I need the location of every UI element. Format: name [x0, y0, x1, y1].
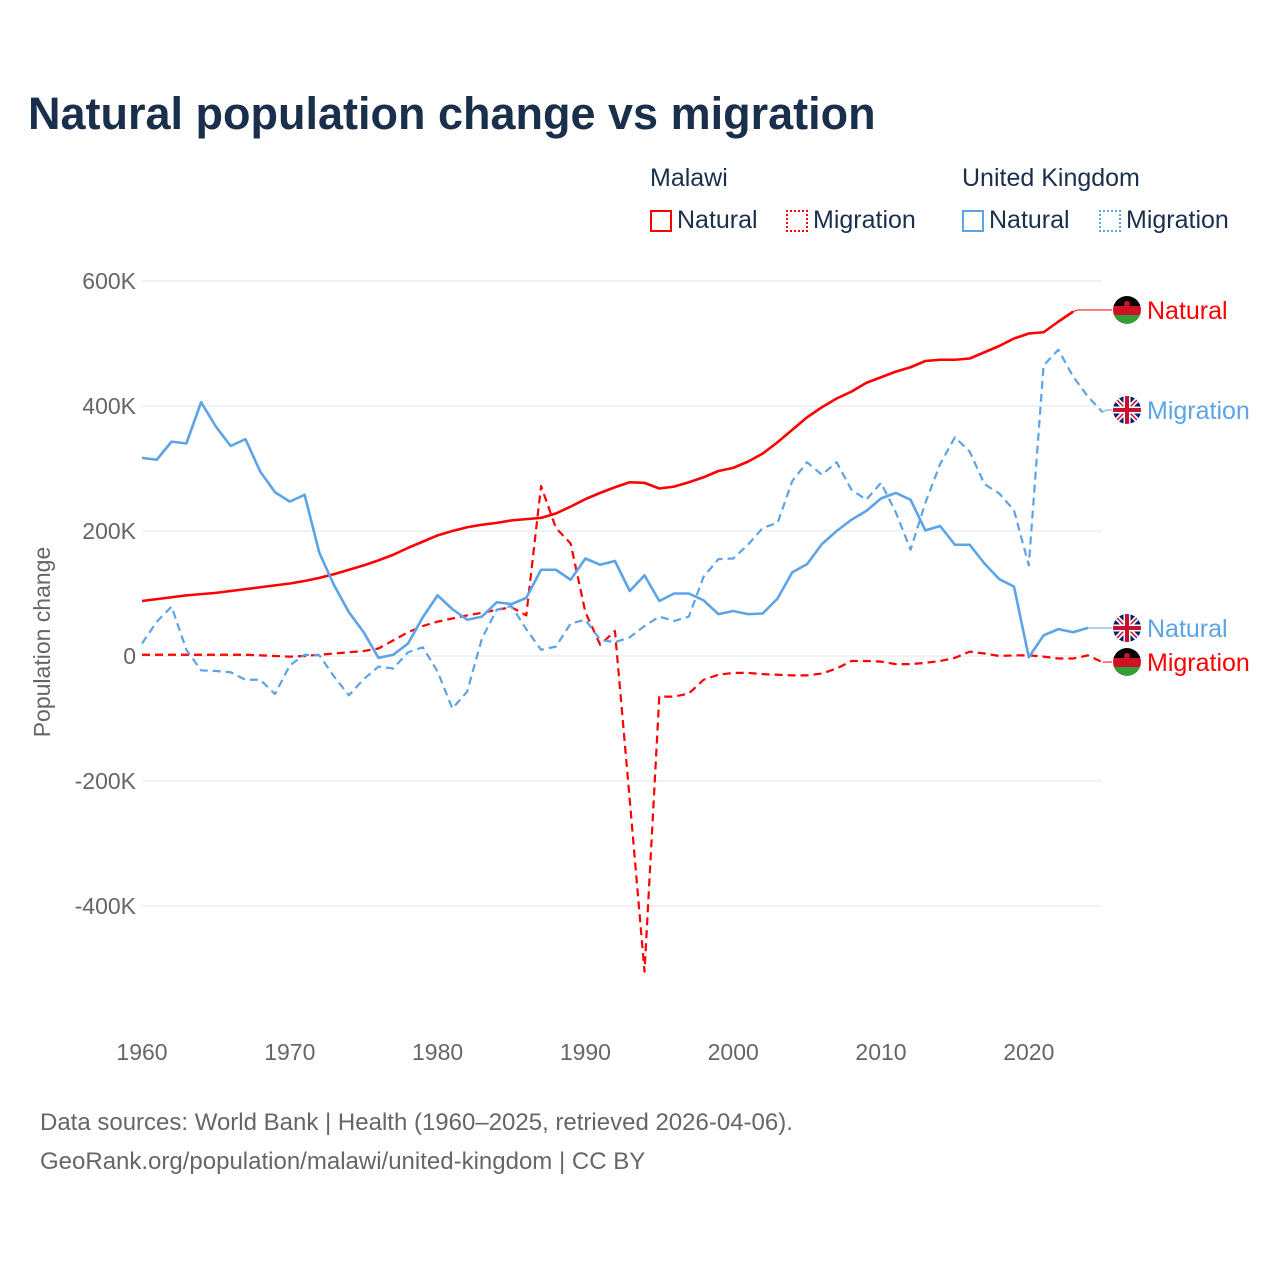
series-line	[141, 400, 1089, 660]
legend-malawi-migration[interactable]: Migration	[786, 206, 916, 235]
flag-stripe	[1113, 658, 1141, 667]
legend-group-malawi: Malawi	[650, 164, 728, 192]
flag-cross-red	[1113, 614, 1141, 642]
malawi-flag-icon	[1113, 296, 1141, 324]
x-tick-label: 1980	[412, 1039, 463, 1065]
x-tick-label: 1970	[264, 1039, 315, 1065]
series-line	[141, 310, 1074, 603]
y-tick-label: -200K	[75, 768, 137, 794]
series-end-label: Natural	[1147, 615, 1228, 643]
x-tick-label: 2000	[708, 1039, 759, 1065]
x-tick-label: 1960	[116, 1039, 167, 1065]
series-end-label: Migration	[1147, 649, 1250, 677]
series-line	[141, 348, 1104, 710]
legend-malawi-natural[interactable]: Natural	[650, 206, 758, 235]
solid-swatch-icon	[650, 209, 672, 232]
series-malawi-migration: Migration	[141, 484, 1250, 973]
flag-sun	[1124, 301, 1130, 307]
series-end-label: Natural	[1147, 297, 1228, 325]
legend-label: Natural	[989, 206, 1070, 234]
legend-uk-natural[interactable]: Natural	[962, 206, 1070, 235]
flag-cross-red	[1113, 396, 1141, 424]
series-line	[142, 484, 1104, 973]
y-tick-label: 200K	[82, 518, 136, 544]
legend-group-uk: United Kingdom	[962, 164, 1140, 192]
source-url: GeoRank.org/population/malawi/united-kin…	[40, 1148, 646, 1175]
y-tick-label: 0	[123, 643, 136, 669]
series-united-kingdom-migration: Migration	[141, 348, 1250, 710]
series-united-kingdom-natural: Natural	[141, 400, 1228, 660]
dotted-swatch-icon	[786, 209, 808, 232]
source-note: Data sources: World Bank | Health (1960–…	[40, 1109, 793, 1136]
label-connector	[1072, 309, 1112, 313]
uk-flag-icon	[1113, 396, 1141, 424]
solid-swatch-icon	[962, 209, 984, 232]
series-malawi-natural: Natural	[141, 296, 1228, 603]
x-tick-label: 2010	[855, 1039, 906, 1065]
label-connector	[1102, 409, 1112, 413]
flag-sun	[1124, 653, 1130, 659]
dotted-swatch-icon	[1099, 209, 1121, 232]
legend-label: Migration	[813, 206, 916, 234]
y-tick-label: 600K	[82, 268, 136, 294]
malawi-flag-icon	[1113, 648, 1141, 676]
legend-uk-migration[interactable]: Migration	[1099, 206, 1229, 235]
flag-stripe	[1113, 315, 1141, 324]
y-tick-label: 400K	[82, 393, 136, 419]
uk-flag-icon	[1113, 614, 1141, 642]
chart-title: Natural population change vs migration	[28, 88, 876, 139]
y-axis-label: Population change	[29, 547, 55, 738]
series-end-label: Migration	[1147, 397, 1250, 425]
x-tick-label: 1990	[560, 1039, 611, 1065]
legend-label: Migration	[1126, 206, 1229, 234]
flag-stripe	[1113, 306, 1141, 315]
flag-stripe	[1113, 667, 1141, 676]
y-tick-label: -400K	[75, 893, 137, 919]
legend-label: Natural	[677, 206, 758, 234]
x-tick-label: 2020	[1003, 1039, 1054, 1065]
